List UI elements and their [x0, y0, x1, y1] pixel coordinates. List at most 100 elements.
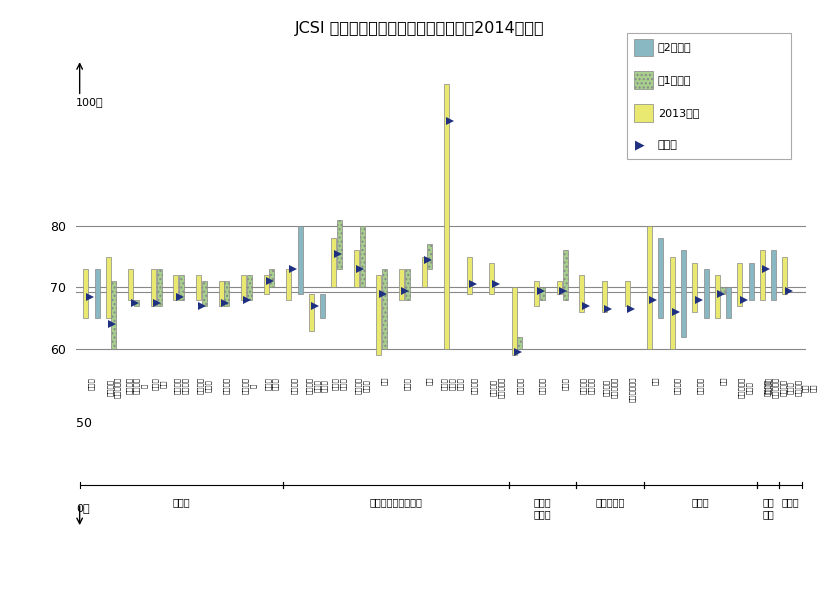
- Bar: [726, 288, 731, 318]
- Bar: [647, 226, 652, 349]
- Text: 宅配便: 宅配便: [562, 377, 569, 390]
- Bar: [512, 288, 517, 355]
- Bar: [405, 269, 410, 300]
- Bar: [156, 269, 161, 306]
- Text: コンビニ
エンスト
ア: コンビニ エンスト ア: [126, 377, 147, 394]
- Bar: [309, 294, 314, 331]
- Bar: [241, 275, 246, 300]
- Bar: [376, 275, 381, 355]
- Bar: [174, 275, 178, 300]
- Bar: [692, 263, 697, 312]
- Bar: [602, 281, 607, 312]
- Bar: [134, 300, 139, 306]
- Text: スーパー
マーケット: スーパー マーケット: [107, 377, 121, 398]
- Text: フィット
ネスクラブ: フィット ネスクラブ: [603, 377, 617, 398]
- Bar: [428, 244, 433, 269]
- Bar: [354, 250, 359, 288]
- Text: 生命保険: 生命保険: [675, 377, 681, 394]
- Bar: [715, 275, 720, 318]
- Text: サービス
ステー
ション: サービス ステー ション: [306, 377, 328, 394]
- Bar: [382, 269, 387, 349]
- Bar: [534, 281, 539, 306]
- Text: エンタ
テイン
メント: エンタ テイン メント: [441, 377, 463, 390]
- Bar: [196, 275, 201, 300]
- Bar: [297, 226, 302, 294]
- Text: 第1回調査: 第1回調査: [658, 75, 691, 85]
- Bar: [557, 281, 562, 294]
- Text: 近郊鉄道: 近郊鉄道: [517, 377, 523, 394]
- Text: クレジット
カード: クレジット カード: [738, 377, 753, 398]
- Text: 事務機器: 事務機器: [764, 377, 771, 394]
- Bar: [320, 294, 325, 318]
- Bar: [517, 337, 522, 349]
- Bar: [247, 275, 252, 300]
- Text: 通信・
物流系: 通信・ 物流系: [533, 497, 551, 519]
- Bar: [337, 219, 342, 269]
- Bar: [580, 275, 585, 312]
- Bar: [489, 263, 494, 294]
- Bar: [112, 281, 117, 349]
- Bar: [771, 250, 776, 300]
- Text: 観光・飲食・交通系: 観光・飲食・交通系: [370, 497, 423, 507]
- Bar: [270, 269, 275, 288]
- Bar: [783, 257, 787, 294]
- Bar: [83, 269, 88, 318]
- Bar: [286, 269, 291, 300]
- Bar: [721, 288, 726, 294]
- Bar: [218, 281, 223, 306]
- Bar: [202, 281, 207, 306]
- Text: 法人
向け: 法人 向け: [762, 497, 774, 519]
- Text: 損害保険: 損害保険: [697, 377, 704, 394]
- Text: ドラッグ
ストア: ドラッグ ストア: [197, 377, 212, 394]
- Text: 50: 50: [76, 417, 92, 430]
- Bar: [331, 238, 336, 288]
- Bar: [224, 281, 229, 306]
- Text: 銀行: 銀行: [652, 377, 659, 385]
- Text: 第2回調査: 第2回調査: [658, 43, 691, 52]
- Text: 0点: 0点: [76, 503, 90, 514]
- Bar: [540, 288, 545, 300]
- Text: 金融系: 金融系: [691, 497, 709, 507]
- Text: 生活関連
用品品店: 生活関連 用品品店: [175, 377, 189, 394]
- Bar: [748, 263, 753, 300]
- Text: 教育サービス: 教育サービス: [629, 377, 636, 403]
- Text: 100点: 100点: [76, 97, 103, 107]
- Bar: [179, 275, 184, 300]
- Text: JCSI 業種・業態別の顧客満足度分布（2014年度）: JCSI 業種・業態別の顧客満足度分布（2014年度）: [295, 21, 545, 36]
- Bar: [264, 275, 269, 294]
- Text: ▶: ▶: [635, 139, 645, 152]
- Bar: [106, 257, 111, 318]
- Bar: [625, 281, 629, 306]
- Text: 証券: 証券: [720, 377, 727, 385]
- Text: 携帯電話: 携帯電話: [539, 377, 546, 394]
- Text: シティ
ホテル: シティ ホテル: [333, 377, 347, 390]
- Text: その他: その他: [782, 497, 800, 507]
- Text: 百貨店: 百貨店: [88, 377, 95, 390]
- Bar: [738, 263, 743, 306]
- Text: カフェ: カフェ: [404, 377, 411, 390]
- Text: 通信販売: 通信販売: [291, 377, 297, 394]
- Text: 自動車
販売店: 自動車 販売店: [265, 377, 279, 390]
- Text: 中央値: 中央値: [658, 141, 678, 150]
- Bar: [444, 84, 449, 349]
- Text: 旅行: 旅行: [427, 377, 433, 385]
- Bar: [760, 250, 765, 300]
- Text: 衣料品店: 衣料品店: [223, 377, 230, 394]
- Text: 国内交通
（長距離）: 国内交通 （長距離）: [491, 377, 505, 398]
- Bar: [151, 269, 156, 306]
- Bar: [659, 238, 664, 318]
- Bar: [563, 250, 568, 300]
- Bar: [129, 269, 134, 300]
- Text: 生活支援系: 生活支援系: [596, 497, 625, 507]
- Bar: [704, 269, 708, 318]
- Bar: [467, 257, 472, 294]
- Text: 飲食: 飲食: [381, 377, 388, 385]
- Text: 国際航空: 国際航空: [471, 377, 478, 394]
- Text: 小売系: 小売系: [173, 497, 191, 507]
- Text: 2013調査: 2013調査: [658, 108, 699, 117]
- Bar: [360, 226, 365, 288]
- Text: 家電量
販店: 家電量 販店: [152, 377, 166, 390]
- Bar: [669, 257, 675, 349]
- Text: 住設機器
サービス・
インター
ネット
サービス
法人
向け: 住設機器 サービス・ インター ネット サービス 法人 向け: [764, 377, 816, 398]
- Text: 各種専門
店: 各種専門 店: [242, 377, 256, 394]
